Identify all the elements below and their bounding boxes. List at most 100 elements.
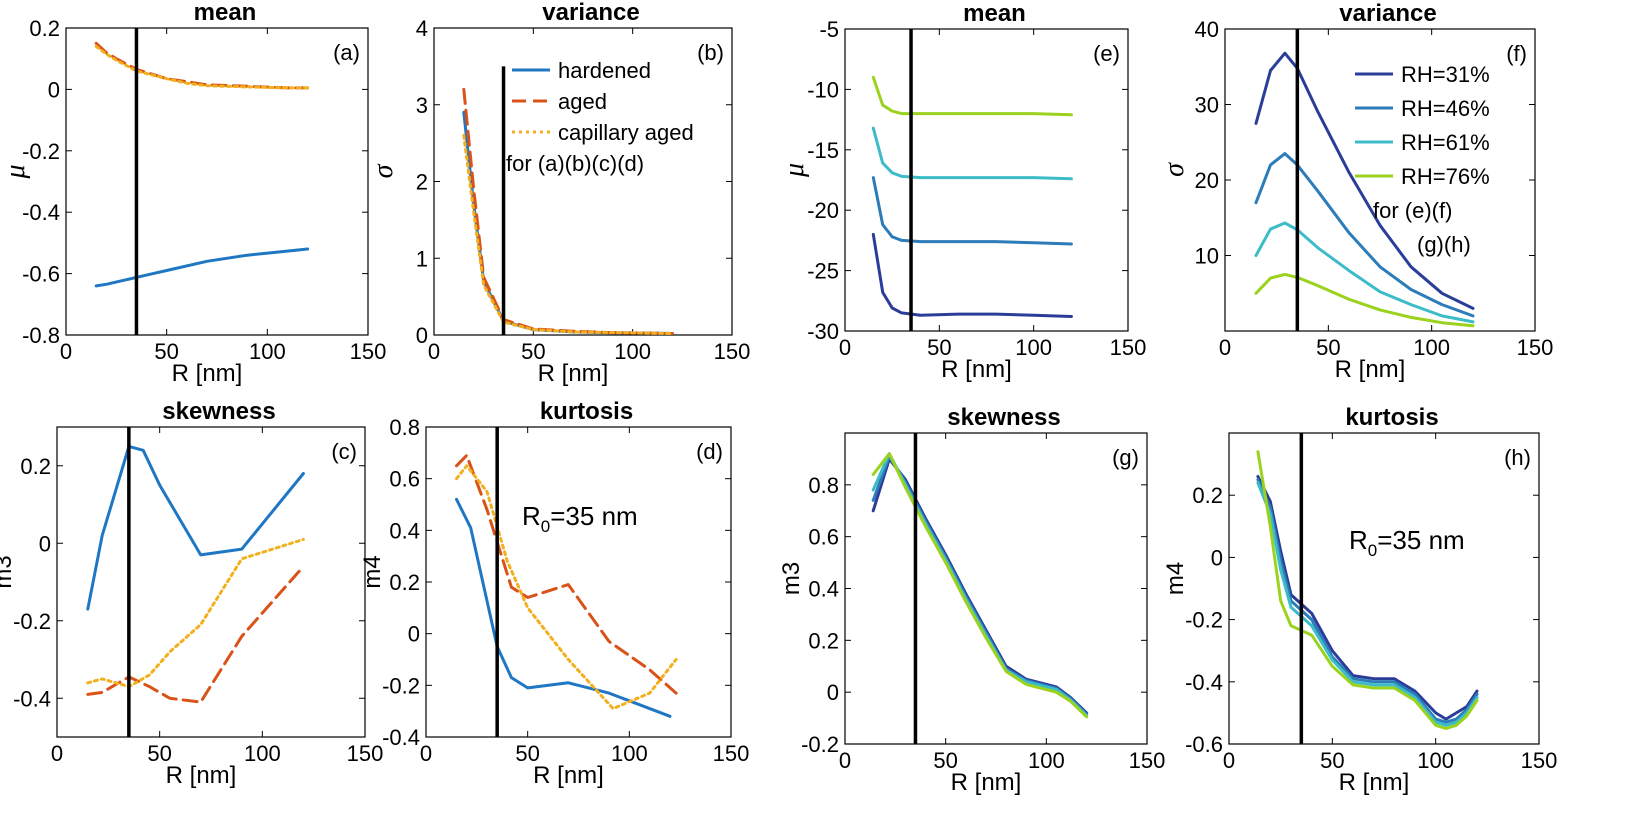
x-tick-label: 100 [249, 339, 286, 364]
y-tick-label: 0.6 [389, 467, 420, 492]
x-tick-label: 150 [1521, 748, 1558, 773]
y-tick-label: 0 [1211, 545, 1223, 570]
series-line-rh-46- [1256, 478, 1479, 724]
y-tick-label: 0.2 [29, 16, 60, 41]
y-tick-label: 0 [48, 77, 60, 102]
x-tick-label: 50 [521, 339, 545, 364]
series-line-rh-46- [871, 454, 1089, 716]
panel-label: (h) [1504, 445, 1531, 470]
y-tick-label: 0.2 [808, 628, 839, 653]
panel-title: mean [963, 0, 1026, 27]
y-tick-label: 0 [408, 622, 420, 647]
x-tick-label: 100 [244, 741, 281, 766]
x-tick-label: 100 [1015, 335, 1052, 360]
x-axis-label: R [nm] [533, 762, 604, 789]
panel-g: 0 50 100 150-0.200.20.40.60.8R [nm]m3skewne… [778, 404, 1165, 796]
y-tick-label: -20 [807, 198, 839, 223]
x-tick-label: 100 [1028, 748, 1065, 773]
y-tick-label: 0.8 [389, 415, 420, 440]
legend-entry: RH=61% [1401, 130, 1490, 155]
panel-f: 0 50 100 150 10 20 30 40 R [nm] σ variance (f) RH=31… [1159, 0, 1553, 383]
r0-annotation: R0=35 nm [1349, 525, 1465, 560]
x-tick-label: 150 [1129, 748, 1166, 773]
x-tick-label: 50 [1320, 748, 1344, 773]
y-tick-label: 3 [416, 93, 428, 118]
x-tick-label: 0 [60, 339, 72, 364]
y-tick-label: -15 [807, 138, 839, 163]
x-tick-label: 150 [714, 339, 751, 364]
y-tick-label: -5 [819, 17, 839, 42]
series-line-rh-76- [1254, 272, 1475, 328]
legend-entry: hardened [558, 58, 651, 83]
legend-note: for (e)(f) [1373, 198, 1452, 223]
panel-d: 0 50 100 150 -0.4 -0.2 0 0.2 0.4 0.6 0.8 R [nm] m4 ku… [359, 398, 749, 789]
x-tick-label: 50 [933, 748, 957, 773]
y-axis-label: σ [1159, 162, 1190, 177]
r0-annotation-sub: 0 [541, 517, 550, 536]
panel-label: (b) [697, 40, 724, 65]
y-tick-label: -0.4 [22, 200, 60, 225]
x-tick-label: 100 [614, 339, 651, 364]
series-line-hardened [455, 497, 672, 718]
panel-h: 0 50 100 150 -0.6 -0.4 -0.2 0 0.2 R [nm] m4 kurtosi… [1162, 404, 1557, 796]
x-tick-label: 0 [839, 748, 851, 773]
series-line-hardened [94, 247, 310, 288]
x-tick-label: 50 [927, 335, 951, 360]
panel-label: (g) [1112, 445, 1139, 470]
x-axis-label: R [nm] [172, 360, 243, 387]
axes-frame [1228, 432, 1540, 745]
panel-label: (e) [1093, 41, 1120, 66]
y-tick-label: -0.2 [382, 673, 420, 698]
y-tick-label: -0.4 [13, 686, 51, 711]
panel-label: (c) [331, 439, 357, 464]
y-tick-label: -10 [807, 77, 839, 102]
x-tick-label: 150 [713, 741, 750, 766]
panel-a: 0 50 100 150 -0.8 -0.6 -0.4 -0.2 0 0.2 R [nm] μ mean… [0, 0, 386, 387]
panel-label: (d) [696, 439, 723, 464]
y-tick-label: 0.4 [808, 577, 839, 602]
x-tick-label: 150 [347, 741, 384, 766]
legend-entry: RH=76% [1401, 164, 1490, 189]
x-tick-label: 0 [1223, 748, 1235, 773]
y-tick-label: 20 [1195, 168, 1219, 193]
r0-annotation-rest: =35 nm [1377, 525, 1464, 555]
series-line-rh-46- [871, 176, 1073, 246]
y-tick-label: 1 [416, 246, 428, 271]
y-tick-label: 2 [416, 170, 428, 195]
x-axis-label: R [nm] [166, 762, 237, 789]
series-line-rh-61- [871, 452, 1089, 717]
x-axis-label: R [nm] [941, 356, 1012, 383]
y-tick-label: 0 [827, 680, 839, 705]
y-tick-label: 0.2 [389, 570, 420, 595]
legend: RH=31% RH=46% RH=61% RH=76% for (e)(f) (g)(h) [1355, 62, 1490, 257]
y-tick-label: 0.8 [808, 473, 839, 498]
y-tick-label: -30 [807, 319, 839, 344]
y-tick-label: -0.6 [1185, 732, 1223, 757]
x-axis-label: R [nm] [1339, 769, 1410, 796]
legend-note-2: (g)(h) [1417, 232, 1471, 257]
panel-title: skewness [947, 404, 1060, 431]
series-line-capillary-aged [455, 464, 678, 711]
y-tick-label: -0.2 [13, 609, 51, 634]
y-tick-label: 4 [416, 16, 428, 41]
panel-title: variance [1339, 0, 1436, 27]
legend-entry: capillary aged [558, 120, 694, 145]
y-tick-label: 0.6 [808, 525, 839, 550]
x-tick-label: 100 [1413, 335, 1450, 360]
y-tick-label: 10 [1195, 244, 1219, 269]
axes-frame [844, 432, 1148, 745]
y-tick-label: 0.2 [1192, 483, 1223, 508]
x-tick-label: 100 [611, 741, 648, 766]
y-axis-label: m3 [0, 555, 17, 588]
panel-c: 0 50 100 150 -0.4 -0.2 0 0.2 R [nm] m3 skewness (c) [0, 398, 383, 789]
x-axis-label: R [nm] [538, 360, 609, 387]
y-axis-label: μ [0, 164, 31, 179]
y-tick-label: -0.8 [22, 323, 60, 348]
y-tick-label: 30 [1195, 93, 1219, 118]
series-line-rh-31- [1256, 475, 1479, 721]
r0-annotation-main: R [1349, 525, 1368, 555]
x-tick-label: 50 [147, 741, 171, 766]
series-line-capillary-aged [94, 44, 310, 90]
